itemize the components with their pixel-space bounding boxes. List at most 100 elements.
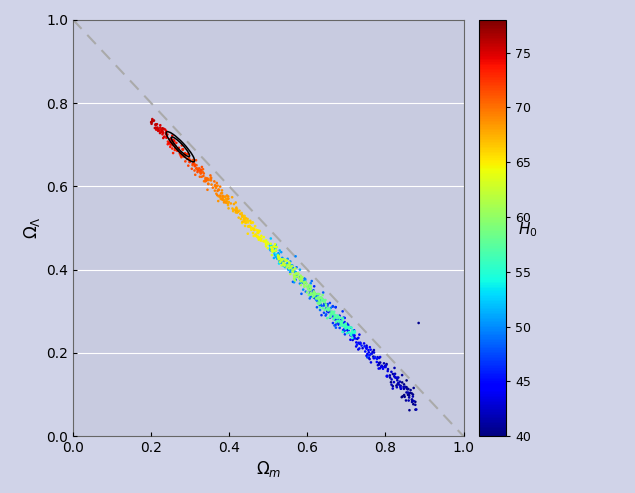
- Point: [372, 355, 382, 363]
- Point: [223, 200, 233, 208]
- Point: [246, 226, 257, 234]
- Point: [231, 205, 241, 213]
- Point: [159, 133, 170, 141]
- Point: [264, 240, 274, 247]
- Point: [276, 261, 286, 269]
- Point: [166, 135, 176, 143]
- Point: [345, 324, 356, 332]
- Point: [232, 209, 242, 217]
- Point: [373, 353, 383, 361]
- Point: [319, 296, 329, 304]
- Point: [169, 137, 179, 144]
- Point: [239, 212, 250, 220]
- Point: [300, 282, 310, 289]
- Point: [249, 225, 259, 233]
- Point: [314, 297, 324, 305]
- Point: [409, 397, 419, 405]
- Point: [166, 138, 176, 146]
- Point: [253, 229, 263, 237]
- Point: [271, 246, 281, 254]
- Point: [243, 218, 253, 226]
- Point: [392, 376, 403, 384]
- Point: [380, 363, 391, 371]
- Point: [356, 342, 366, 350]
- Point: [271, 241, 281, 249]
- Point: [305, 294, 315, 302]
- Point: [328, 315, 338, 323]
- Point: [338, 326, 348, 334]
- Point: [364, 352, 375, 359]
- Point: [253, 236, 264, 244]
- Point: [407, 395, 417, 403]
- Point: [287, 261, 297, 269]
- Point: [192, 164, 202, 172]
- Point: [335, 321, 345, 329]
- Point: [170, 142, 180, 150]
- Point: [347, 334, 358, 342]
- Point: [296, 281, 306, 289]
- Point: [366, 346, 376, 353]
- Point: [255, 234, 265, 242]
- Point: [158, 134, 168, 142]
- Point: [191, 161, 201, 169]
- Point: [361, 352, 371, 360]
- Point: [203, 180, 213, 188]
- Point: [309, 282, 319, 290]
- Point: [319, 302, 329, 310]
- Point: [213, 197, 224, 205]
- Point: [157, 130, 168, 138]
- Point: [293, 273, 303, 281]
- Point: [261, 240, 271, 248]
- Point: [201, 175, 211, 182]
- Point: [370, 353, 380, 361]
- Point: [185, 156, 195, 164]
- Point: [321, 302, 331, 310]
- Point: [408, 384, 418, 392]
- Point: [175, 149, 185, 157]
- Point: [177, 153, 187, 161]
- Point: [313, 290, 323, 298]
- Point: [348, 334, 358, 342]
- Point: [299, 279, 309, 287]
- Point: [180, 150, 190, 158]
- Point: [391, 382, 401, 389]
- Point: [315, 300, 325, 308]
- Point: [387, 385, 398, 392]
- Point: [156, 128, 166, 136]
- Point: [335, 320, 345, 328]
- Point: [322, 314, 332, 322]
- Point: [184, 154, 194, 162]
- Point: [349, 326, 359, 334]
- Point: [148, 117, 158, 125]
- Point: [318, 296, 328, 304]
- Point: [170, 146, 180, 154]
- Point: [265, 240, 276, 248]
- Point: [183, 150, 193, 158]
- Point: [215, 192, 225, 200]
- Point: [210, 177, 220, 185]
- Point: [347, 324, 357, 332]
- Point: [166, 135, 176, 143]
- Point: [290, 277, 300, 284]
- Point: [343, 321, 353, 329]
- Point: [311, 290, 321, 298]
- Point: [173, 147, 183, 155]
- Point: [278, 260, 288, 268]
- Point: [220, 198, 230, 206]
- Point: [212, 191, 222, 199]
- Point: [221, 195, 231, 203]
- Point: [231, 204, 241, 211]
- Point: [261, 236, 271, 244]
- Y-axis label: $\Omega_\Lambda$: $\Omega_\Lambda$: [22, 216, 42, 240]
- Point: [383, 367, 393, 375]
- Point: [344, 328, 354, 336]
- Point: [190, 161, 200, 169]
- Point: [316, 296, 326, 304]
- Point: [233, 208, 243, 216]
- Point: [349, 329, 359, 337]
- Point: [377, 363, 387, 371]
- Point: [254, 227, 264, 235]
- Point: [163, 138, 173, 145]
- Point: [375, 364, 385, 372]
- Point: [202, 176, 212, 183]
